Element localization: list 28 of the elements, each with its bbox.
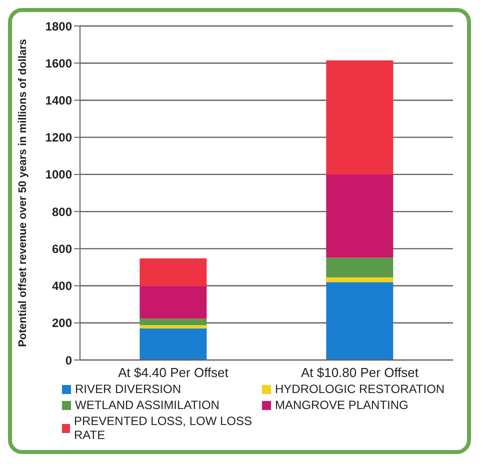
y-tick-label: 400 (52, 279, 72, 294)
bar (140, 325, 207, 328)
bar (140, 286, 207, 319)
y-tick-label: 800 (52, 204, 72, 219)
legend-label: HYDROLOGIC RESTORATION (275, 382, 445, 396)
bar (326, 258, 394, 278)
legend-label: RIVER DIVERSION (75, 382, 182, 396)
bar (326, 277, 394, 282)
legend-label: MANGROVE PLANTING (275, 398, 408, 412)
y-tick-label: 1000 (45, 168, 72, 182)
bar (140, 258, 207, 286)
y-tick-label: 200 (52, 316, 72, 330)
x-tick-label: At $10.80 Per Offset (300, 365, 419, 380)
legend-label: WETLAND ASSIMILATION (75, 398, 220, 412)
y-tick-label: 1200 (45, 130, 72, 145)
bar (326, 174, 394, 258)
bar (326, 282, 394, 360)
bar (140, 328, 207, 360)
y-tick-label: 0 (65, 353, 72, 368)
bar (140, 318, 207, 326)
y-tick-label: 1400 (45, 93, 72, 108)
bar (326, 60, 394, 174)
y-axis-title: Potential offset revenue over 50 years in millions of dollars (16, 38, 29, 348)
legend-label: PREVENTED LOSS, LOW LOSS RATE (74, 414, 254, 442)
y-tick-label: 1600 (45, 56, 72, 70)
y-tick-label: 600 (52, 242, 72, 256)
x-tick-label: At $4.40 Per Offset (118, 365, 229, 380)
y-tick-label: 1800 (45, 19, 72, 34)
